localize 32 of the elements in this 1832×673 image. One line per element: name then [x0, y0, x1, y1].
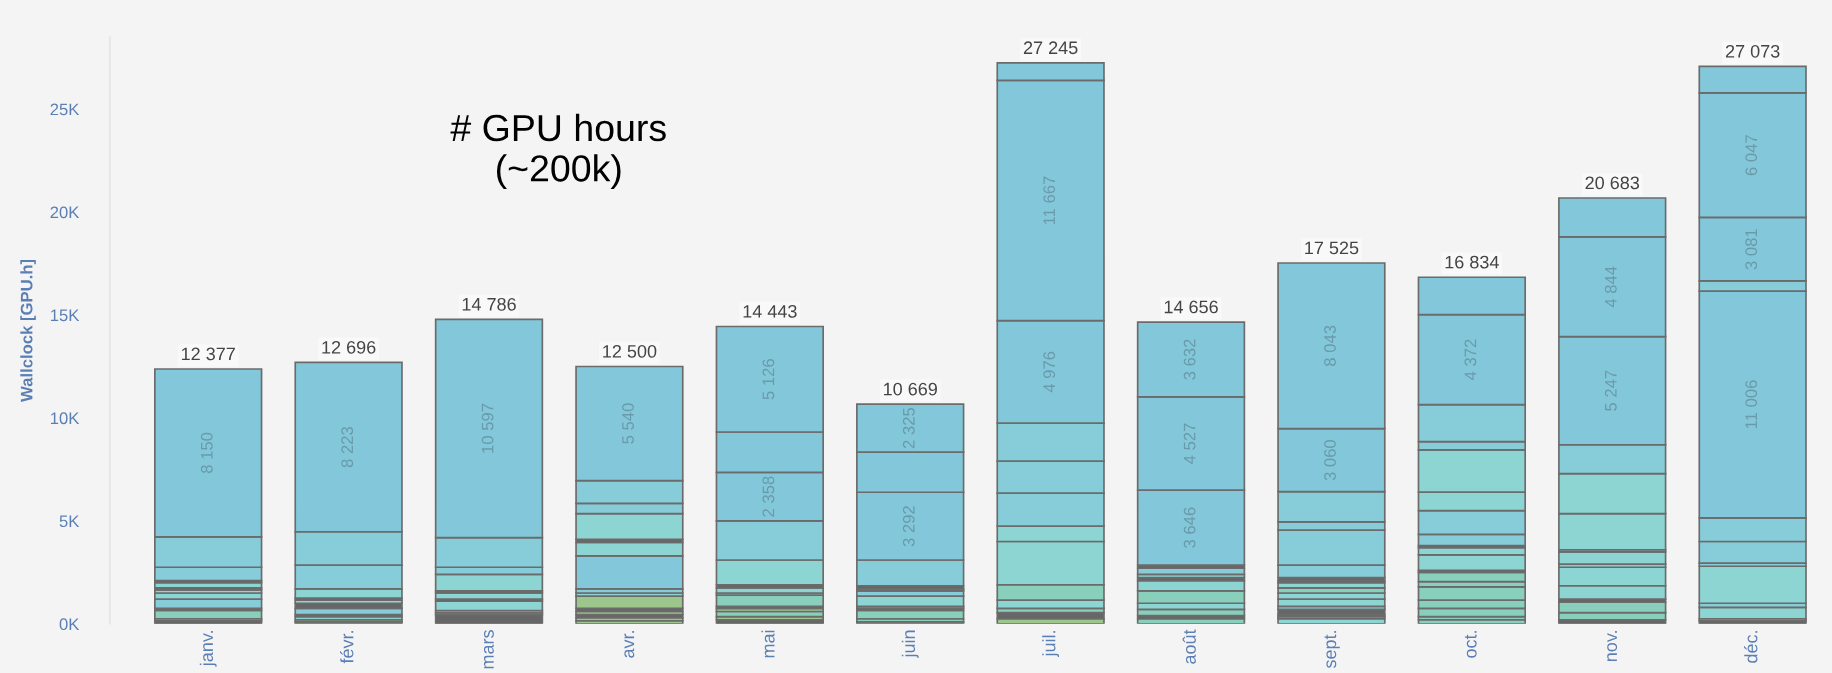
x-tick-label: août [1182, 629, 1196, 664]
x-tick-label: janv. [199, 631, 217, 667]
x-tick-label: nov. [1607, 631, 1618, 662]
x-tick-label: avr. [624, 631, 635, 658]
x-tick-label: déc. [1744, 631, 1758, 663]
total-label: 14 786 [462, 297, 516, 311]
y-tick-label: 15K [50, 309, 80, 322]
x-tick-label: mai [761, 630, 775, 658]
text: # GPU hours (~200k) [450, 113, 666, 190]
total-label: 14 443 [743, 304, 797, 318]
total-label: 12 500 [603, 344, 657, 358]
y-tick-label: 25K [50, 103, 80, 116]
total-label: 12 696 [322, 340, 376, 354]
y-tick-label: 10K [50, 412, 80, 425]
x-tick-label: juin [901, 630, 919, 658]
y-tick-label: 5K [59, 515, 80, 528]
y-axis-title: Wallclock [GPU.h] [20, 259, 36, 402]
total-label: 17 525 [1305, 241, 1359, 255]
y-tick-label: 20K [50, 206, 80, 219]
total-label: 14 656 [1164, 300, 1218, 314]
x-tick-label: mars [483, 630, 494, 669]
total-label: 27 073 [1725, 44, 1780, 58]
total-label: 27 245 [1023, 41, 1078, 55]
y-tick-label: 0K [59, 618, 80, 631]
x-tick-label: févr. [339, 631, 354, 664]
total-label: 20 683 [1585, 176, 1640, 190]
total-label: 12 377 [181, 347, 235, 361]
total-label: 10 669 [883, 382, 937, 396]
total-label: 16 834 [1445, 255, 1499, 269]
x-tick-label: sept. [1324, 631, 1340, 669]
x-tick-label: oct. [1464, 631, 1477, 658]
x-tick-label: juil. [1042, 631, 1060, 657]
